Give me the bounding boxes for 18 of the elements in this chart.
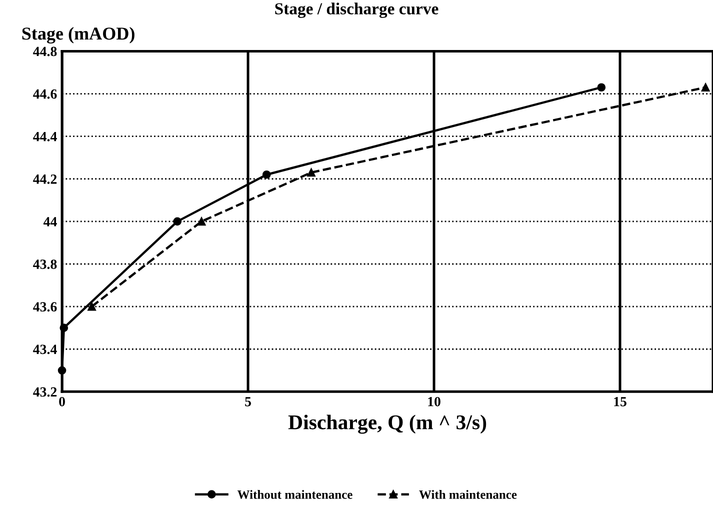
chart-title: Stage / discharge curve [275, 2, 438, 18]
y-tick-label: 44.2 [33, 174, 57, 184]
x-tick-label: 10 [428, 396, 440, 406]
x-tick-label: 5 [245, 397, 251, 406]
y-tick-label: 44 [43, 217, 57, 226]
x-tick-label: 0 [59, 396, 65, 406]
y-tick-label: 44.6 [33, 89, 57, 99]
y-tick-label: 44.8 [33, 46, 57, 56]
y-tick-label: 43.2 [33, 387, 57, 397]
legend-label: Without maintenance [237, 490, 352, 499]
x-axis-title: Discharge, Q (m ^ 3/s) [288, 414, 486, 434]
x-tick-label: 15 [614, 397, 626, 406]
y-tick-label: 43.4 [33, 344, 57, 354]
y-tick-label: 43.6 [33, 302, 57, 312]
y-axis-title: Stage (mAOD) [22, 27, 134, 44]
y-tick-label: 43.8 [33, 260, 57, 270]
legend-label: With maintenance [419, 490, 517, 499]
y-tick-label: 44.4 [33, 132, 57, 142]
